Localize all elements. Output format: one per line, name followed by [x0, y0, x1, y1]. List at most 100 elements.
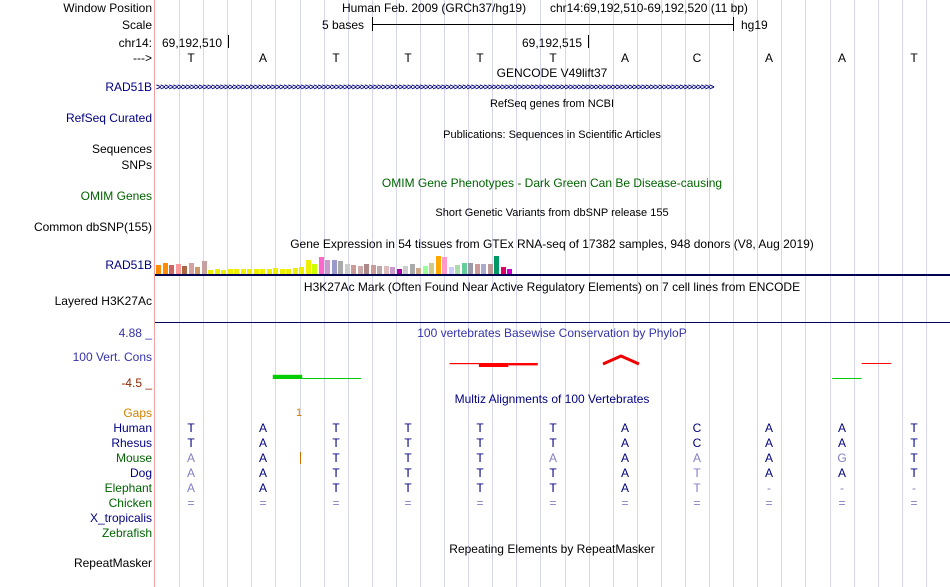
- gencode-gene-label[interactable]: RAD51B: [105, 80, 152, 94]
- gtex-bar[interactable]: [286, 269, 291, 274]
- gtex-bar[interactable]: [279, 269, 285, 274]
- species-label[interactable]: Chicken: [108, 496, 152, 510]
- gtex-bar[interactable]: [292, 268, 298, 274]
- gtex-bar[interactable]: [377, 266, 382, 274]
- grid-line: [348, 0, 349, 587]
- sequence-base: A: [764, 51, 773, 65]
- alignment-base: T: [332, 481, 340, 495]
- species-label[interactable]: X_tropicalis: [89, 511, 152, 525]
- gtex-bar[interactable]: [383, 266, 389, 274]
- gtex-bar[interactable]: [338, 261, 343, 274]
- alignment-base: T: [404, 421, 412, 435]
- gtex-bar[interactable]: [175, 264, 181, 274]
- grid-line: [540, 0, 541, 587]
- gtex-bar[interactable]: [364, 264, 369, 274]
- gtex-bar[interactable]: [442, 257, 447, 274]
- conservation-label[interactable]: 100 Vert. Cons: [72, 350, 152, 364]
- gtex-bar[interactable]: [240, 269, 246, 274]
- gtex-bar[interactable]: [494, 256, 499, 274]
- gtex-bar[interactable]: [195, 267, 200, 274]
- omim-label[interactable]: OMIM Genes: [80, 189, 152, 203]
- alignment-base: T: [549, 481, 557, 495]
- gtex-bar[interactable]: [247, 269, 252, 274]
- publications-sequences-label[interactable]: Sequences: [91, 142, 152, 156]
- gtex-bar[interactable]: [351, 265, 356, 274]
- gtex-bar[interactable]: [487, 264, 493, 274]
- gtex-bar[interactable]: [403, 266, 408, 274]
- gtex-bar[interactable]: [208, 270, 213, 274]
- refseq-label[interactable]: RefSeq Curated: [65, 111, 152, 125]
- gtex-bar[interactable]: [435, 256, 441, 274]
- conservation-max-label: 4.88 _: [118, 326, 152, 340]
- gaps-label[interactable]: Gaps: [123, 406, 152, 420]
- grid-line: [179, 0, 180, 587]
- gtex-bar[interactable]: [260, 269, 265, 274]
- alignment-base: A: [692, 451, 701, 465]
- alignment-base: T: [476, 466, 484, 480]
- gtex-bar[interactable]: [390, 267, 395, 274]
- gencode-gene-body[interactable]: >>>>>>>>>>>>>>>>>>>>>>>>>>>>>>>>>>>>>>>>…: [156, 80, 950, 94]
- track-area[interactable]: [155, 0, 950, 587]
- gtex-bar[interactable]: [370, 265, 376, 274]
- gtex-bar[interactable]: [474, 264, 480, 274]
- gtex-bar[interactable]: [357, 266, 363, 274]
- species-label[interactable]: Elephant: [104, 481, 152, 495]
- gtex-bar[interactable]: [305, 260, 311, 274]
- gtex-bar[interactable]: [169, 265, 174, 274]
- gtex-bar[interactable]: [344, 264, 350, 274]
- gtex-bar[interactable]: [221, 270, 226, 274]
- alignment-base: A: [837, 436, 846, 450]
- gtex-bar[interactable]: [253, 269, 259, 274]
- gtex-bar[interactable]: [455, 265, 460, 274]
- gtex-bar[interactable]: [182, 266, 187, 274]
- gtex-bar[interactable]: [227, 269, 233, 274]
- sequence-base: T: [404, 51, 412, 65]
- gtex-bar[interactable]: [500, 267, 506, 274]
- gtex-bar[interactable]: [299, 267, 304, 274]
- coord-mid: 69,192,515: [522, 36, 583, 50]
- alignment-base: T: [332, 436, 340, 450]
- gtex-bar[interactable]: [507, 269, 512, 274]
- gtex-bar[interactable]: [416, 268, 421, 274]
- gtex-bar[interactable]: [396, 269, 402, 274]
- conservation-plot[interactable]: [155, 340, 950, 385]
- h3k27ac-label[interactable]: Layered H3K27Ac: [54, 294, 152, 308]
- gtex-bar-chart[interactable]: [156, 254, 556, 274]
- species-label[interactable]: Rhesus: [111, 436, 152, 450]
- publications-snps-label[interactable]: SNPs: [121, 158, 152, 172]
- gtex-bar[interactable]: [162, 263, 168, 274]
- gtex-bar[interactable]: [234, 269, 239, 274]
- alignment-base: A: [620, 436, 629, 450]
- gtex-bar[interactable]: [188, 263, 194, 274]
- gtex-bar[interactable]: [266, 269, 272, 274]
- species-label[interactable]: Dog: [129, 466, 152, 480]
- gtex-bar[interactable]: [481, 264, 486, 274]
- gtex-bar[interactable]: [331, 260, 337, 274]
- species-label[interactable]: Mouse: [115, 451, 152, 465]
- gtex-bar[interactable]: [422, 266, 428, 274]
- species-label[interactable]: Human: [113, 421, 152, 435]
- gtex-bar[interactable]: [273, 268, 278, 274]
- gtex-bar[interactable]: [468, 263, 473, 274]
- gtex-bar[interactable]: [201, 261, 207, 274]
- repeatmasker-label[interactable]: RepeatMasker: [73, 556, 152, 570]
- gtex-bar[interactable]: [429, 263, 434, 274]
- gtex-bar[interactable]: [318, 257, 324, 274]
- alignment-base: T: [404, 481, 412, 495]
- gtex-bar[interactable]: [461, 263, 467, 274]
- gtex-bar[interactable]: [448, 267, 454, 274]
- gtex-bar[interactable]: [312, 264, 317, 274]
- gtex-label[interactable]: RAD51B: [105, 258, 152, 272]
- gtex-bar[interactable]: [156, 265, 161, 274]
- grid-line: [516, 0, 517, 587]
- gtex-bar[interactable]: [325, 260, 330, 274]
- dbsnp-title: Short Genetic Variants from dbSNP releas…: [435, 207, 669, 219]
- gtex-bar[interactable]: [214, 269, 220, 274]
- gtex-bar[interactable]: [409, 264, 415, 274]
- conservation-bar: [302, 378, 332, 379]
- dbsnp-label[interactable]: Common dbSNP(155): [33, 220, 152, 234]
- species-label[interactable]: Zebrafish: [101, 526, 152, 540]
- grid-line: [781, 0, 782, 587]
- coord-left-tick: [228, 35, 229, 48]
- grid-line: [685, 0, 686, 587]
